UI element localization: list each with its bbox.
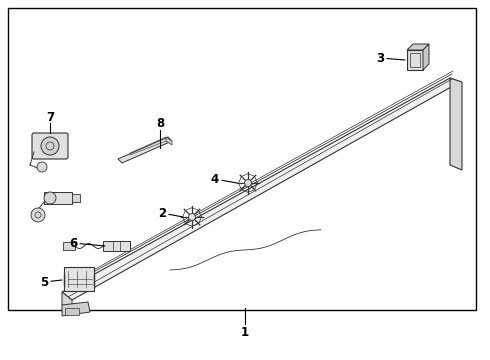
Text: 7: 7 [46,111,54,123]
Polygon shape [118,137,172,163]
Polygon shape [62,302,90,316]
Polygon shape [407,50,423,70]
Polygon shape [44,192,72,204]
Text: 5: 5 [40,275,62,288]
Polygon shape [423,44,429,70]
Polygon shape [103,241,130,251]
Bar [63,242,75,250]
Bar [410,53,420,67]
Circle shape [41,137,59,155]
Polygon shape [62,292,72,310]
Circle shape [245,180,251,186]
Text: 3: 3 [376,51,405,64]
Polygon shape [166,137,172,145]
Polygon shape [72,194,80,202]
Polygon shape [62,78,460,300]
Bar [64,267,94,291]
Polygon shape [450,78,462,170]
Text: 2: 2 [158,207,183,220]
FancyBboxPatch shape [32,133,68,159]
Text: 1: 1 [241,325,249,338]
Circle shape [189,213,196,220]
Polygon shape [407,44,429,50]
Bar [65,308,79,315]
Circle shape [31,208,45,222]
Bar [8,8,476,310]
Text: 4: 4 [211,172,237,185]
Text: 6: 6 [69,237,105,249]
Circle shape [37,162,47,172]
Text: 8: 8 [156,117,164,130]
Circle shape [44,192,56,204]
